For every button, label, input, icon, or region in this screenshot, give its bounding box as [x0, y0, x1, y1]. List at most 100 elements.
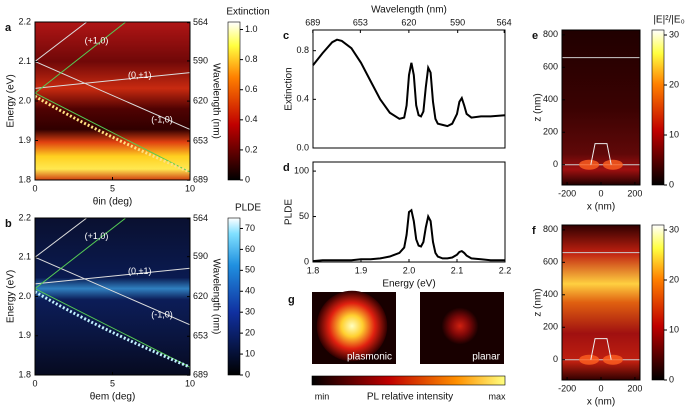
colorbar-tick-label: 20 — [669, 79, 679, 89]
y-axis-label: Energy (eV) — [6, 74, 17, 127]
y-tick-label: 800 — [543, 224, 558, 234]
x-tick-label: -200 — [558, 188, 576, 198]
particle — [590, 338, 612, 360]
x-tick-label: 0 — [32, 183, 37, 193]
colorbar — [227, 217, 241, 376]
y2-tick-label: 620 — [193, 95, 208, 105]
x-axis-label: x (nm) — [587, 397, 615, 408]
colorbar-tick-label: 60 — [245, 244, 255, 254]
colorbar-tick-label: 10 — [669, 129, 679, 139]
y-tick-label: 2.1 — [18, 252, 31, 262]
y-tick-label: 600 — [543, 62, 558, 72]
y-tick-label: 0 — [553, 354, 558, 364]
mode-line — [35, 218, 88, 258]
colorbar-tick-label: 0 — [669, 374, 674, 384]
x2-tick-label: 590 — [450, 17, 465, 27]
x-axis-label: θin (deg) — [93, 197, 132, 208]
colorbar-tick-label: 0 — [245, 174, 250, 184]
y2-tick-label: 590 — [193, 55, 208, 65]
x-tick-label: 2.0 — [403, 265, 416, 275]
heatmap — [35, 218, 190, 375]
plot-frame — [561, 29, 641, 186]
y-axis-label: Energy (eV) — [6, 270, 17, 323]
x-tick-label: 200 — [627, 383, 642, 393]
x-tick-label: 200 — [627, 188, 642, 198]
y-tick-label: 200 — [543, 322, 558, 332]
colorbar — [227, 21, 241, 181]
y2-tick-label: 689 — [193, 370, 208, 380]
image-label: planar — [472, 352, 500, 363]
y2-tick-label: 653 — [193, 331, 208, 341]
panel-letter: e — [532, 30, 538, 42]
y-tick-label: 400 — [543, 289, 558, 299]
mode-line — [35, 267, 190, 285]
y2-tick-label: 590 — [193, 251, 208, 261]
hotspot — [579, 159, 600, 170]
heatmap — [35, 22, 190, 180]
colorbar-label: PL relative intensity — [367, 392, 453, 403]
y-tick-label: 600 — [543, 257, 558, 267]
y-tick-label: 50 — [299, 211, 309, 221]
y-tick-label: 1.8 — [18, 369, 31, 379]
panel-letter: f — [532, 225, 536, 237]
colorbar-tick-label: 0 — [245, 369, 250, 379]
y-tick-label: 200 — [543, 127, 558, 137]
plot-frame — [561, 224, 641, 381]
x-tick-label: 0 — [598, 383, 603, 393]
hotspot — [602, 159, 623, 170]
y2-axis-label: Wavelength (nm) — [210, 63, 221, 139]
x-tick-label: 1.8 — [307, 265, 320, 275]
colorbar-tick-label: 1.0 — [245, 24, 258, 34]
x-axis-label: θem (deg) — [90, 392, 136, 403]
panel-letter: g — [288, 294, 295, 306]
x-tick-label: 5 — [110, 378, 115, 388]
line — [312, 38, 506, 128]
x2-tick-label: 564 — [497, 17, 512, 27]
colorbar-tick-label: 10 — [669, 324, 679, 334]
plot-frame — [34, 217, 191, 376]
x-tick-label: 10 — [185, 378, 195, 388]
annotation: (-1,0) — [151, 114, 173, 124]
x2-tick-label: 653 — [353, 17, 368, 27]
colorbar-max: max — [488, 391, 506, 401]
y-tick-label: 100 — [294, 165, 309, 175]
mode-line — [35, 22, 127, 94]
y-tick-label: 400 — [543, 94, 558, 104]
colorbar-tick-label: 20 — [669, 274, 679, 284]
x-tick-label: 0 — [32, 378, 37, 388]
plot-frame — [312, 161, 506, 263]
colorbar-tick-label: 70 — [245, 223, 255, 233]
annotation: (-1,0) — [151, 310, 173, 320]
y-axis-label: z (nm) — [533, 93, 544, 121]
panel-letter: b — [5, 218, 12, 230]
heatmap — [562, 30, 640, 185]
x2-tick-label: 689 — [305, 17, 320, 27]
annotation: (0,±1) — [128, 266, 151, 276]
y2-tick-label: 689 — [193, 175, 208, 185]
plot-frame — [34, 21, 191, 181]
panel-letter: a — [5, 22, 12, 34]
y-tick-label: 2.0 — [18, 95, 31, 105]
colorbar-tick-label: 30 — [669, 224, 679, 234]
mode-line — [35, 288, 190, 368]
colorbar-tick-label: 20 — [245, 328, 255, 338]
mode-line — [35, 72, 190, 89]
x-tick-label: 1.9 — [355, 265, 368, 275]
colorbar — [311, 375, 506, 386]
x-tick-label: 2.2 — [499, 265, 512, 275]
x2-tick-label: 620 — [401, 17, 416, 27]
x-tick-label: 0 — [598, 188, 603, 198]
y-tick-label: 2.2 — [18, 212, 31, 222]
y2-tick-label: 620 — [193, 291, 208, 301]
panel-letter: d — [283, 162, 290, 174]
colorbar-tick-label: 30 — [245, 307, 255, 317]
mode-line — [35, 218, 127, 290]
colorbar — [651, 224, 665, 381]
pl-spot — [441, 307, 479, 345]
plot-frame — [312, 29, 506, 149]
y-tick-label: 0 — [304, 256, 309, 266]
image-label: plasmonic — [347, 352, 392, 363]
heatmap-image — [35, 218, 190, 375]
x-tick-label: 5 — [110, 183, 115, 193]
